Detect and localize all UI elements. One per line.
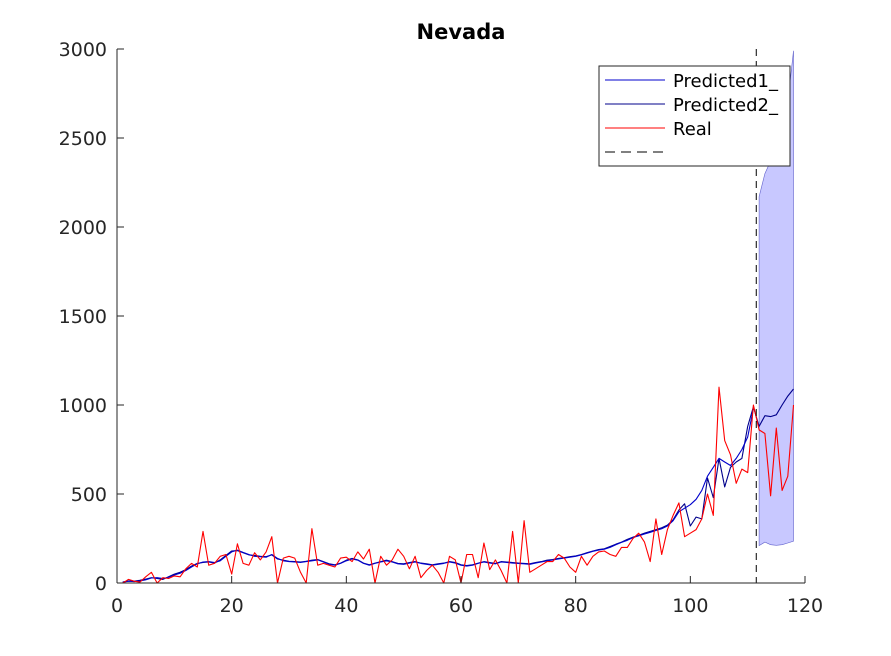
y-tick-label: 2500 <box>59 128 107 150</box>
x-tick-label: 60 <box>449 595 473 617</box>
y-tick-label: 2000 <box>59 217 107 239</box>
x-tick-label: 120 <box>787 595 823 617</box>
axes: 0 20 40 60 80 100 120 0 500 1000 1500 2000 2500 3000 <box>59 39 823 617</box>
y-tick-label: 1500 <box>59 306 107 328</box>
legend-label: Real <box>673 119 712 140</box>
legend-box <box>598 65 791 167</box>
y-tick-label: 0 <box>95 573 107 595</box>
chart-title: Nevada <box>417 20 506 44</box>
x-tick-label: 80 <box>564 595 588 617</box>
y-tick-label: 500 <box>71 484 107 506</box>
x-tick-label: 20 <box>220 595 244 617</box>
x-tick-label: 40 <box>334 595 358 617</box>
legend-label: Predicted1_ <box>673 71 779 92</box>
series-layer <box>122 386 795 584</box>
x-tick-label: 0 <box>111 595 123 617</box>
series-line-real <box>122 386 795 584</box>
series-line-predicted1 <box>122 408 754 583</box>
y-tick-label: 1000 <box>59 395 107 417</box>
y-tick-label: 3000 <box>59 39 107 61</box>
x-tick-label: 100 <box>672 595 708 617</box>
legend-label: Predicted2_ <box>673 95 779 116</box>
legend: Predicted1_ Predicted2_ Real <box>598 65 791 167</box>
